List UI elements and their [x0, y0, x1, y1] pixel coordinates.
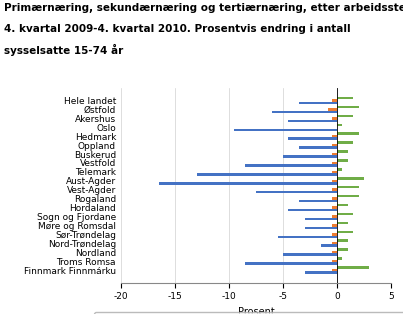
Bar — [337, 213, 353, 215]
Bar — [332, 99, 337, 102]
Bar — [283, 155, 337, 158]
Bar — [283, 253, 337, 256]
Bar — [288, 209, 337, 211]
Bar — [337, 168, 342, 171]
Bar — [321, 245, 337, 247]
Text: sysselsatte 15-74 år: sysselsatte 15-74 år — [4, 44, 123, 56]
Bar — [299, 146, 337, 149]
Bar — [332, 215, 337, 218]
Bar — [337, 266, 369, 269]
Bar — [299, 200, 337, 203]
Bar — [159, 182, 337, 185]
Bar — [332, 144, 337, 146]
Bar — [245, 164, 337, 167]
Bar — [337, 230, 353, 233]
Bar — [197, 173, 337, 176]
Bar — [332, 242, 337, 245]
Bar — [337, 248, 348, 251]
Bar — [332, 206, 337, 209]
Bar — [305, 218, 337, 220]
Bar — [337, 106, 359, 108]
Bar — [245, 262, 337, 265]
Bar — [288, 120, 337, 122]
Bar — [332, 153, 337, 155]
Text: 4. kvartal 2009-4. kvartal 2010. Prosentvis endring i antall: 4. kvartal 2009-4. kvartal 2010. Prosent… — [4, 24, 351, 34]
Text: Primærnæring, sekundærnæring og tertiærnæring, etter arbeidsstedsfylke.: Primærnæring, sekundærnæring og tertiærn… — [4, 3, 403, 13]
Bar — [328, 108, 337, 111]
Bar — [272, 111, 337, 113]
Bar — [332, 117, 337, 120]
Bar — [332, 233, 337, 236]
Bar — [278, 236, 337, 238]
Bar — [332, 162, 337, 164]
Bar — [234, 128, 337, 131]
Bar — [305, 271, 337, 274]
Bar — [337, 204, 348, 206]
Bar — [332, 171, 337, 173]
Bar — [337, 150, 348, 153]
Bar — [332, 180, 337, 182]
Bar — [337, 177, 364, 180]
Bar — [337, 195, 359, 198]
X-axis label: Prosent: Prosent — [237, 307, 274, 314]
Bar — [332, 135, 337, 138]
Bar — [337, 257, 342, 260]
Bar — [332, 251, 337, 253]
Bar — [337, 97, 353, 99]
Bar — [337, 115, 353, 117]
Bar — [337, 133, 359, 135]
Bar — [337, 186, 359, 188]
Bar — [256, 191, 337, 193]
Bar — [337, 159, 348, 162]
Bar — [337, 123, 342, 126]
Bar — [332, 224, 337, 227]
Bar — [288, 138, 337, 140]
Bar — [337, 141, 353, 144]
Bar — [332, 260, 337, 262]
Bar — [305, 227, 337, 229]
Bar — [337, 240, 348, 242]
Bar — [337, 222, 348, 224]
Bar — [299, 102, 337, 104]
Bar — [332, 198, 337, 200]
Legend: Primærnæringer, Sekundærnæringer, Tertiærnæringer: Primærnæringer, Sekundærnæringer, Tertiæ… — [94, 312, 403, 314]
Bar — [332, 269, 337, 271]
Bar — [332, 188, 337, 191]
